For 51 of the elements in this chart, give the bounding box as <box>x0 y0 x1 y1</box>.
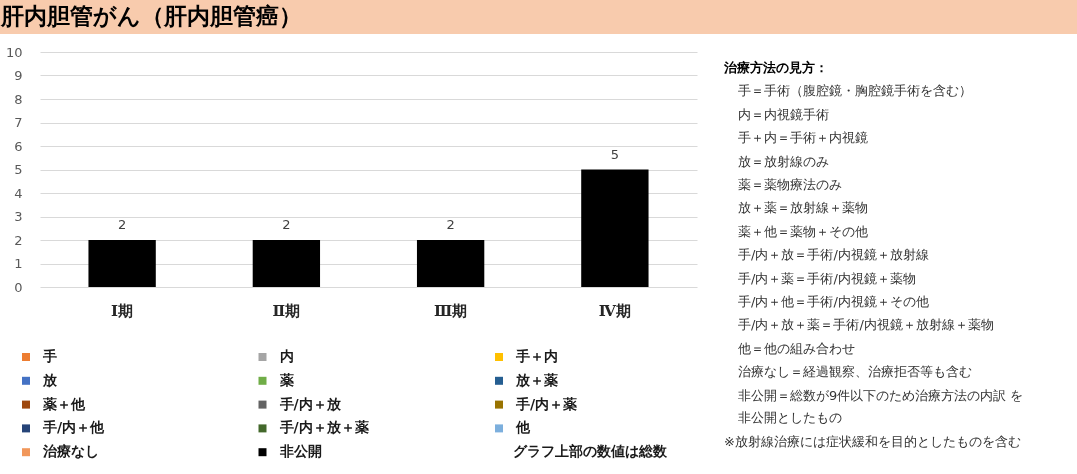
y-tick-label: 3 <box>14 209 23 224</box>
legend-label: 薬＋他 <box>42 395 86 412</box>
text: 手＋内＝手術＋内視鏡 <box>738 130 868 146</box>
total-label: 2 <box>117 217 127 232</box>
legend-label: 他 <box>515 419 531 436</box>
text: 他＝他の組み合わせ <box>738 340 855 356</box>
y-tick-label: 2 <box>14 232 23 248</box>
text: 手＝手術（腹腔鏡・胸腔鏡手術を含む） <box>738 83 972 99</box>
text: 手/内＋放＝手術/内視鏡＋放射線 <box>738 247 929 263</box>
text: 内＝内視鏡手術 <box>738 106 829 122</box>
text: 放＝放射線のみ <box>738 153 829 169</box>
text: 薬＋他＝薬物＋その他 <box>738 223 868 239</box>
legend-label: 手/内＋放＋薬 <box>278 419 369 436</box>
legend-label: 非公開 <box>278 443 322 460</box>
text: 治療方法の見方： <box>723 60 828 75</box>
text: 手/内＋他＝手術/内視鏡＋その他 <box>738 294 929 309</box>
legend-label: 手/内＋放 <box>278 395 342 412</box>
text: 手/内＋薬＝手術/内視鏡＋薬物 <box>738 270 916 286</box>
text: 治療なし＝経過観察、治療拒否等も含む <box>738 364 972 380</box>
x-tick-label: Ⅰ期 <box>111 301 134 320</box>
legend-label: 手 <box>42 348 57 364</box>
y-tick-label: 8 <box>14 91 23 107</box>
y-tick-label: 7 <box>14 115 23 130</box>
y-tick-label: 1 <box>14 256 23 271</box>
legend-label: 手/内＋薬 <box>515 395 578 412</box>
x-tick-label: Ⅱ期 <box>272 301 301 320</box>
y-tick-label: 6 <box>14 138 23 154</box>
x-tick-label: Ⅲ期 <box>433 301 468 320</box>
text: 非公開＝総数が9件以下のため治療方法の内訳 を非公開としたもの <box>738 387 1024 425</box>
legend-label: 放 <box>42 371 58 388</box>
y-tick-label: 4 <box>14 185 23 201</box>
legend-label: 内 <box>279 348 294 364</box>
text: ※放射線治療には症状緩和を目的としたものを含む <box>724 434 1021 450</box>
text: 薬＝薬物療法のみ <box>738 177 842 192</box>
legend-label: 放＋薬 <box>515 371 558 388</box>
total-label: 5 <box>610 146 620 162</box>
text: 手/内＋放＋薬＝手術/内視鏡＋放射線＋薬物 <box>738 317 994 333</box>
total-label: 2 <box>446 217 455 232</box>
y-tick-label: 9 <box>14 68 23 83</box>
text: 放＋薬＝放射線＋薬物 <box>738 200 868 216</box>
y-tick-label: 5 <box>14 162 23 177</box>
y-tick-label: 0 <box>14 279 23 295</box>
chart-title: 肝内胆管がん（肝内胆管癌） <box>0 3 302 29</box>
legend-label: 薬 <box>278 371 294 388</box>
legend-label: 手＋内 <box>515 348 558 364</box>
legend-label: 治療なし <box>42 443 99 460</box>
legend-label: 手/内＋他 <box>42 419 106 436</box>
text: グラフ上部の数値は総数 <box>513 443 668 460</box>
y-tick-label: 10 <box>5 44 23 60</box>
total-label: 2 <box>282 217 291 232</box>
x-tick-label: Ⅳ期 <box>598 301 631 320</box>
